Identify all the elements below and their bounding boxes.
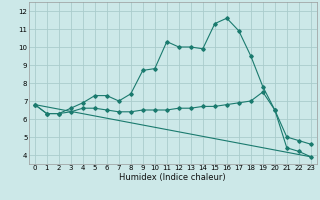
X-axis label: Humidex (Indice chaleur): Humidex (Indice chaleur) <box>119 173 226 182</box>
